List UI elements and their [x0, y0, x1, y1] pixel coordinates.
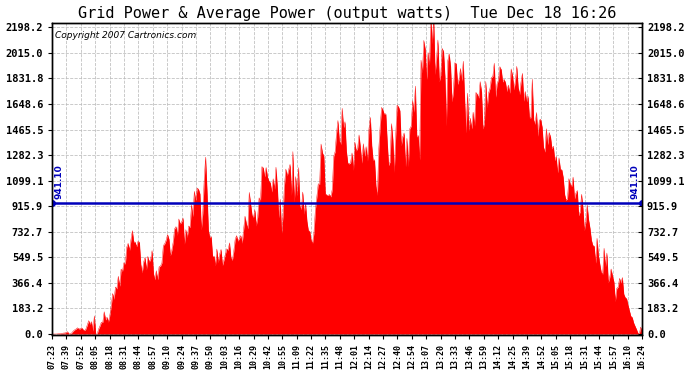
Text: 941.10: 941.10 [630, 164, 639, 198]
Title: Grid Power & Average Power (output watts)  Tue Dec 18 16:26: Grid Power & Average Power (output watts… [78, 6, 616, 21]
Text: Copyright 2007 Cartronics.com: Copyright 2007 Cartronics.com [55, 31, 196, 40]
Text: 941.10: 941.10 [55, 164, 64, 198]
